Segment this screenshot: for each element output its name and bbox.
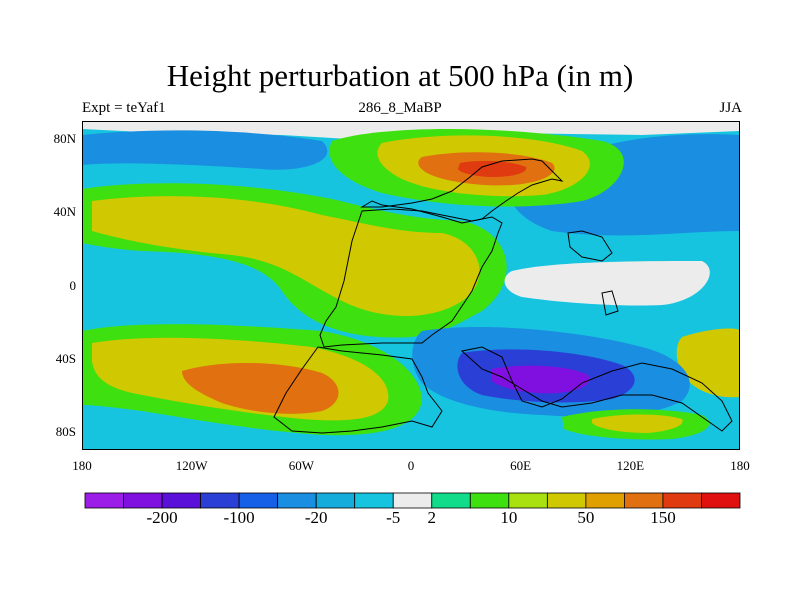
continent-outline-south bbox=[273, 346, 443, 434]
colorbar-box bbox=[161, 492, 201, 509]
y-tick-label: 40S bbox=[55, 350, 76, 366]
colorbar-label: 50 bbox=[577, 508, 595, 527]
colorbar-label: -20 bbox=[304, 508, 328, 527]
colorbar-box bbox=[200, 492, 240, 509]
colorbar-box bbox=[662, 492, 702, 509]
subtropical-high-west-core bbox=[92, 196, 480, 316]
southern-high-west-peak bbox=[182, 362, 339, 414]
y-tick-label: 0 bbox=[69, 277, 77, 293]
x-tick-label: 60E bbox=[510, 458, 532, 473]
indian-ocean-neutral bbox=[504, 261, 710, 306]
y-tick-label: 80S bbox=[55, 423, 76, 439]
continent-outline-east bbox=[460, 346, 733, 432]
colorbar-box bbox=[354, 492, 394, 509]
x-tick-label: 0 bbox=[407, 458, 415, 473]
x-tick-label: 180 bbox=[730, 458, 750, 473]
colorbar-box bbox=[508, 492, 548, 509]
y-tick-label: 80N bbox=[53, 131, 76, 147]
colorbar-box bbox=[585, 492, 625, 509]
x-tick-label: 120E bbox=[616, 458, 645, 473]
colorbar-box bbox=[469, 492, 510, 509]
colorbar-box bbox=[546, 492, 587, 509]
colorbar-label: -5 bbox=[386, 508, 401, 527]
chart-title: Height perturbation at 500 hPa (in m) bbox=[166, 58, 634, 93]
colorbar-box bbox=[123, 492, 163, 509]
colorbar bbox=[84, 492, 741, 509]
arctic-blue-band-west bbox=[82, 130, 328, 170]
southern-low-east-min bbox=[492, 365, 590, 394]
season-label: JJA bbox=[719, 100, 742, 116]
far-east-high bbox=[676, 328, 740, 398]
x-tick-label: 60W bbox=[288, 458, 314, 473]
colorbar-box bbox=[238, 492, 279, 509]
colorbar-label: 2 bbox=[427, 508, 437, 527]
colorbar-label: 10 bbox=[500, 508, 518, 527]
colorbar-label: -200 bbox=[146, 508, 178, 527]
continent-outline-pangea bbox=[319, 208, 503, 348]
map-plot-area bbox=[82, 121, 740, 450]
antarctic-high-east-core bbox=[592, 414, 683, 433]
x-tick-label: 120W bbox=[175, 458, 208, 473]
colorbar-box bbox=[84, 492, 124, 509]
continent-outline-islands bbox=[567, 230, 619, 316]
colorbar-box bbox=[315, 492, 356, 509]
colorbar-label: -100 bbox=[223, 508, 255, 527]
colorbar-box bbox=[392, 492, 433, 509]
colorbar-box bbox=[701, 492, 741, 509]
period-label: 286_8_MaBP bbox=[358, 100, 442, 116]
colorbar-box bbox=[624, 492, 664, 509]
experiment-label: Expt = teYaf1 bbox=[82, 100, 166, 116]
colorbar-box bbox=[277, 492, 317, 509]
map-svg bbox=[82, 121, 740, 450]
colorbar-label: 150 bbox=[650, 508, 676, 527]
colorbar-box bbox=[431, 492, 471, 509]
y-tick-label: 40N bbox=[53, 204, 76, 220]
x-tick-label: 180 bbox=[72, 458, 92, 473]
continent-outline-north bbox=[360, 158, 564, 224]
